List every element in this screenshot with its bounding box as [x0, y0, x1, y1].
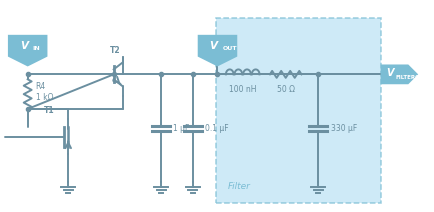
Text: 50 Ω: 50 Ω	[276, 85, 294, 94]
Text: OUT: OUT	[222, 46, 237, 51]
Text: 0.1 μF: 0.1 μF	[204, 124, 228, 133]
Text: FILTEROUT: FILTEROUT	[395, 75, 427, 80]
Text: 100 nH: 100 nH	[228, 85, 256, 94]
Text: T1: T1	[44, 106, 55, 115]
Polygon shape	[8, 35, 47, 66]
Bar	[215, 18, 380, 203]
Text: V: V	[385, 68, 392, 78]
Text: V: V	[209, 41, 217, 51]
Polygon shape	[197, 35, 237, 66]
Polygon shape	[380, 64, 417, 84]
Text: R4
1 kΩ: R4 1 kΩ	[36, 82, 53, 102]
Text: 1 μF: 1 μF	[173, 124, 189, 133]
Text: 330 μF: 330 μF	[330, 124, 357, 133]
Text: V: V	[20, 41, 28, 51]
Text: IN: IN	[33, 46, 40, 51]
Text: Filter: Filter	[227, 182, 250, 191]
Text: T2: T2	[110, 46, 121, 55]
